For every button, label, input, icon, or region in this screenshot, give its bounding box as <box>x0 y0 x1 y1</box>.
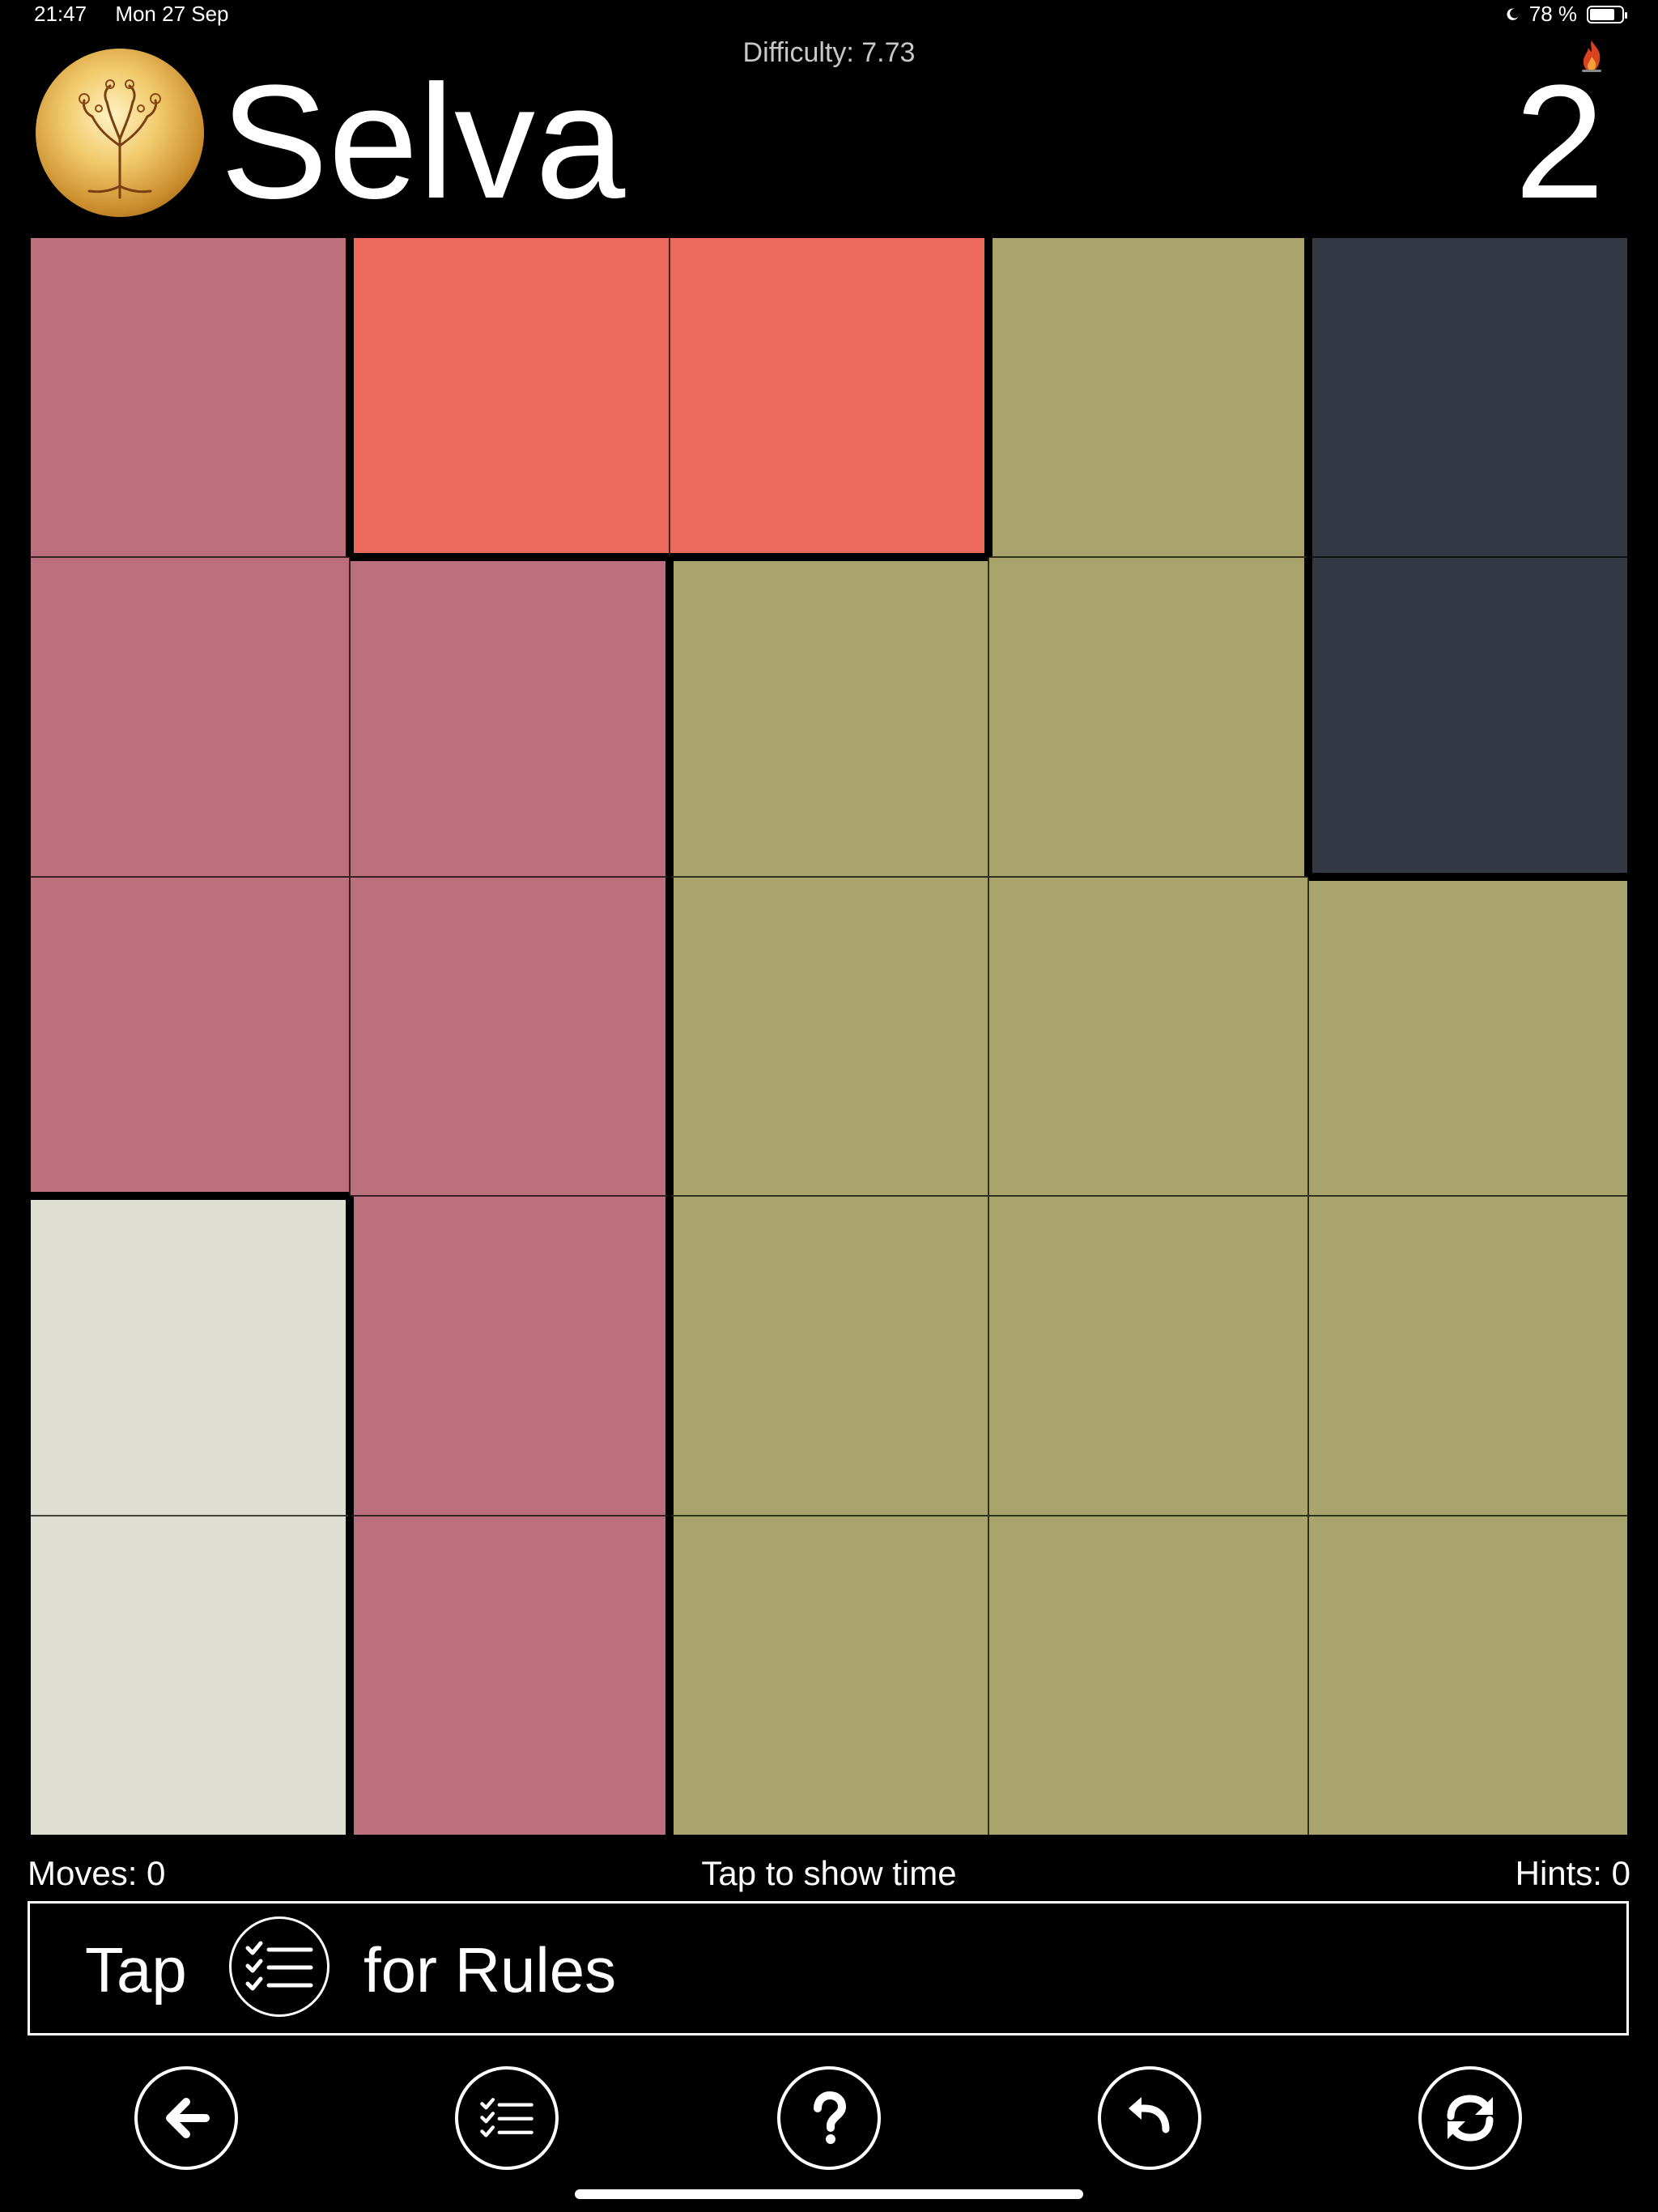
board-cell-olive[interactable] <box>669 876 989 1197</box>
board-cell-olive[interactable] <box>1307 1515 1627 1835</box>
board-cell-olive[interactable] <box>669 1196 989 1516</box>
board-cell-cream[interactable] <box>31 1196 351 1516</box>
status-left: 21:47 Mon 27 Sep <box>34 2 252 27</box>
tree-of-life-logo <box>79 79 161 199</box>
restart-button[interactable] <box>1418 2066 1522 2170</box>
board-cell-rose[interactable] <box>350 1515 670 1835</box>
arrow-left-icon <box>166 2098 210 2138</box>
home-indicator[interactable] <box>575 2189 1083 2199</box>
moon-icon <box>1507 8 1518 20</box>
stats-bar: Moves: 0 Tap to show time Hints: 0 <box>28 1854 1630 1899</box>
board-cell-olive[interactable] <box>669 1515 989 1835</box>
status-time: 21:47 <box>34 2 87 26</box>
refresh-icon <box>1447 2095 1494 2142</box>
board-cell-rose[interactable] <box>350 1196 670 1516</box>
difficulty-label: Difficulty: 7.73 <box>742 37 916 68</box>
board-cell-rose[interactable] <box>31 876 351 1197</box>
board-cell-rose[interactable] <box>350 557 670 877</box>
board-cell-olive[interactable] <box>988 876 1308 1197</box>
rules-list-glyph <box>245 1941 313 1991</box>
rules-list-icon <box>480 2098 534 2138</box>
board-cell-rose[interactable] <box>31 557 351 877</box>
status-right: 78 % <box>1505 2 1627 27</box>
rules-for-text: for Rules <box>363 1934 617 2006</box>
moves-counter: Moves: 0 <box>28 1854 166 1892</box>
rules-button[interactable] <box>455 2066 559 2170</box>
board-cell-olive[interactable] <box>988 1515 1308 1835</box>
question-icon <box>814 2091 847 2144</box>
level-number: 2 <box>1514 52 1605 232</box>
battery-icon <box>1587 5 1627 23</box>
game-title: Selva <box>220 52 626 232</box>
back-button[interactable] <box>134 2066 238 2170</box>
board-cell-coral[interactable] <box>350 238 670 558</box>
show-time-toggle[interactable]: Tap to show time <box>701 1854 957 1892</box>
board-cell-slate[interactable] <box>1307 557 1627 877</box>
board-cell-rose[interactable] <box>350 876 670 1197</box>
puzzle-board[interactable] <box>31 238 1627 1835</box>
board-cell-olive[interactable] <box>1307 1196 1627 1516</box>
battery-percentage: 78 % <box>1528 2 1577 26</box>
bottom-toolbar <box>0 2066 1658 2172</box>
tree-logo <box>36 49 204 217</box>
battery-level <box>1590 8 1614 20</box>
status-bar: 21:47 Mon 27 Sep 78 % <box>0 0 1658 32</box>
board-cell-rose[interactable] <box>31 238 351 558</box>
status-date: Mon 27 Sep <box>115 2 229 26</box>
hints-counter: Hints: 0 <box>1515 1854 1630 1892</box>
help-button[interactable] <box>777 2066 881 2170</box>
rules-list-icon[interactable] <box>229 1916 329 2017</box>
board-cell-coral[interactable] <box>669 238 989 558</box>
flame-icon[interactable] <box>1579 39 1605 73</box>
rules-banner[interactable]: Tap for Rules <box>28 1901 1629 2035</box>
board-cell-cream[interactable] <box>31 1515 351 1835</box>
board-cell-slate[interactable] <box>1307 238 1627 558</box>
undo-button[interactable] <box>1098 2066 1201 2170</box>
board-cell-olive[interactable] <box>988 557 1308 877</box>
board-cell-olive[interactable] <box>669 557 989 877</box>
board-cell-olive[interactable] <box>988 1196 1308 1516</box>
board-cell-olive[interactable] <box>1307 876 1627 1197</box>
undo-icon <box>1129 2097 1170 2133</box>
rules-tap-text: Tap <box>85 1934 187 2006</box>
board-cell-olive[interactable] <box>988 238 1308 558</box>
